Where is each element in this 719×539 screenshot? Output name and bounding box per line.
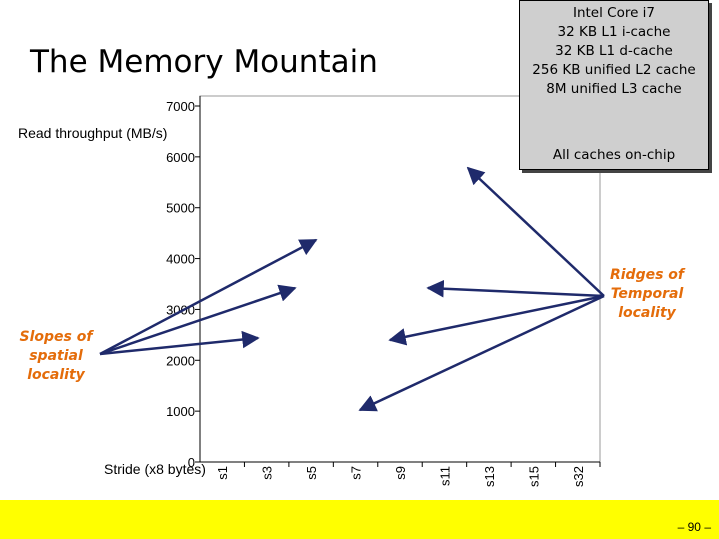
annotation-line: locality [618,305,676,321]
y-tick-label: 0 [188,455,195,470]
info-line: 8M unified L3 cache [546,81,682,97]
footer-bar [0,500,719,539]
x-tick-label: s9 [393,466,408,480]
ridges-annotation: Ridges of Temporal locality [606,266,688,323]
processor-info-box: Intel Core i7 32 KB L1 i-cache 32 KB L1 … [519,0,709,170]
annotation-line: spatial [29,348,83,364]
info-line: 32 KB L1 i-cache [557,24,671,40]
caches-on-chip-note: All caches on-chip [552,147,676,163]
x-tick-label: s11 [437,466,452,486]
annotation-arrows [99,166,605,412]
info-line: 32 KB L1 d-cache [555,43,673,59]
x-axis-label: Stride (x8 bytes) [104,461,206,477]
y-tick-label: 2000 [166,353,195,368]
slopes-annotation: Slopes of spatial locality [14,328,98,385]
x-tick-label: s13 [482,466,497,487]
annotation-line: Temporal [610,286,684,302]
page-number: – 90 – [677,520,711,534]
x-tick-label: s5 [304,466,319,480]
slope-arrow-1 [99,238,318,356]
x-tick-label: s15 [526,466,541,487]
info-line: Intel Core i7 [572,5,656,21]
annotation-line: Ridges of [609,267,685,283]
x-tick-label: s1 [215,466,230,480]
y-tick-label: 7000 [166,99,195,114]
y-tick-label: 4000 [166,252,195,267]
info-line: 256 KB unified L2 cache [532,62,696,78]
annotation-line: Slopes of [19,329,93,345]
slope-arrow-2 [99,284,297,356]
annotation-line: locality [27,367,85,383]
x-tick-label: s32 [571,466,586,487]
ridge-arrow-2 [426,279,605,298]
y-tick-label: 6000 [166,150,195,165]
ridge-arrow-1 [466,166,605,297]
y-tick-label: 3000 [166,302,195,317]
y-tick-label: 1000 [166,404,195,419]
slide-title: The Memory Mountain [30,44,378,80]
y-axis-label: Read throughput (MB/s) [18,125,168,141]
y-tick-label: 5000 [166,201,195,216]
x-tick-label: s3 [260,466,275,480]
slope-arrow-3 [99,330,260,356]
ridge-arrow-4 [358,294,605,412]
x-tick-label: s7 [349,466,364,480]
ridge-arrow-3 [388,294,605,346]
